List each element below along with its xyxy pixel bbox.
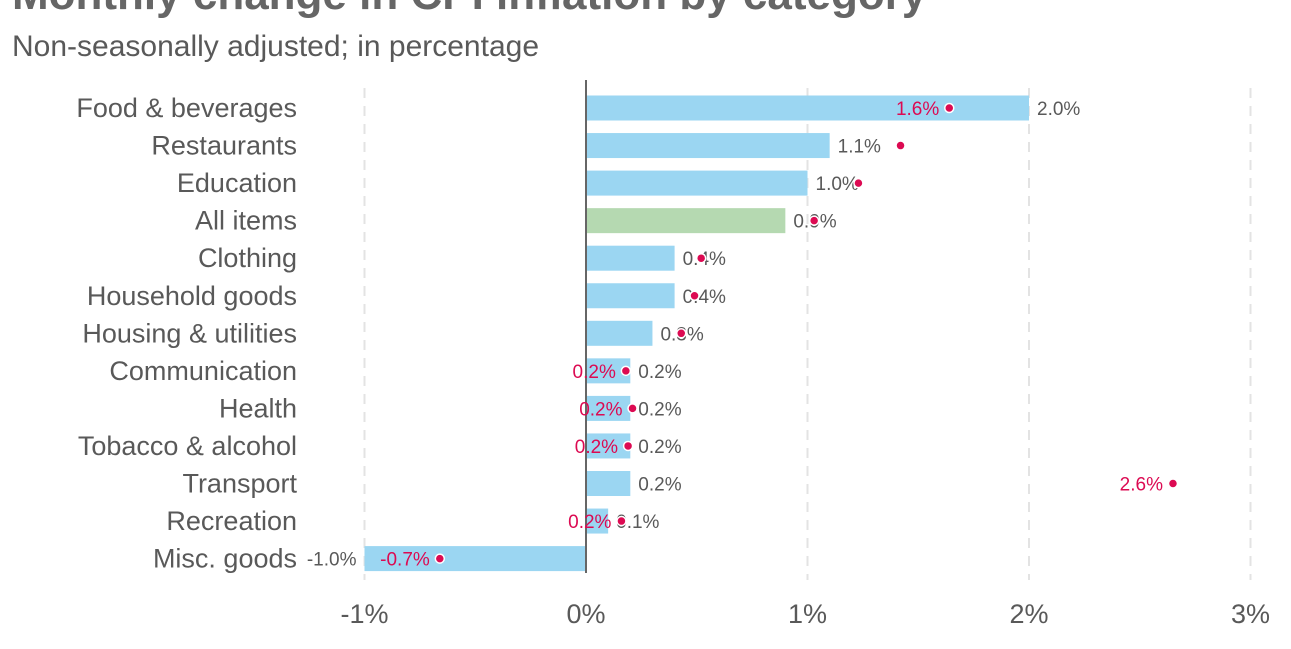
bar-clothing [586, 245, 675, 271]
value-label: 0.1% [616, 512, 659, 533]
point-marker [944, 102, 955, 114]
category-label: Tobacco & alcohol [78, 431, 297, 461]
point-marker [675, 328, 687, 339]
chart-subtitle: Non-seasonally adjusted; in percentage [12, 30, 540, 63]
points: 1.6% 0.2% 0.2% 0.2% 2.6% 0.2% -0.7% [380, 99, 1179, 571]
category-label: Household goods [87, 281, 297, 311]
value-label: 0.2% [638, 437, 681, 458]
bar-education [586, 170, 808, 196]
x-tick-label: 0% [566, 599, 605, 629]
chart-title: Monthly change in CPI inflation by categ… [12, 0, 926, 20]
point-label: 0.2% [568, 512, 611, 533]
category-label: Food & beverages [76, 93, 297, 123]
category-label: All items [195, 206, 297, 236]
bar-recreation [586, 508, 609, 534]
category-label: Clothing [198, 243, 297, 273]
category-label: Housing & utilities [82, 318, 297, 348]
point-marker [808, 215, 820, 226]
bar-misc-goods [364, 546, 586, 572]
point-label: 1.6% [896, 99, 939, 120]
point-marker [434, 553, 446, 564]
point-marker [620, 365, 632, 377]
bar-transport [586, 471, 631, 496]
category-label: Education [177, 168, 297, 198]
point-marker [853, 177, 864, 189]
x-tick-label: 3% [1231, 599, 1270, 629]
category-label: Restaurants [151, 131, 297, 161]
bar-housing-and-utilities [586, 320, 653, 346]
bars [364, 95, 1029, 572]
value-label: 0.4% [683, 287, 726, 308]
bar-restaurants [586, 133, 830, 159]
category-label: Transport [182, 469, 297, 499]
point-marker [895, 140, 906, 151]
value-labels: 2.0%1.1%1.0%0.9%0.4%0.4%0.3%0.2%0.2%0.2%… [307, 99, 1081, 571]
point-label: 0.2% [579, 399, 622, 420]
point-marker [622, 440, 634, 452]
point-marker [695, 252, 707, 264]
category-labels: Food & beverages Restaurants Education All … [76, 93, 297, 574]
bar-food-and-beverages [586, 95, 1029, 121]
point-marker [616, 515, 627, 527]
point-marker [689, 290, 700, 301]
value-label: 2.0% [1037, 99, 1080, 120]
point-label: 0.2% [573, 362, 616, 383]
x-tick-labels: -1% 0% 1% 2% 3% [340, 599, 1270, 629]
point-label: 0.2% [575, 437, 618, 458]
category-label: Communication [109, 356, 297, 386]
point-marker [627, 403, 638, 414]
value-label: 1.0% [816, 174, 859, 195]
bar-household-goods [586, 283, 675, 309]
x-tick-label: 2% [1009, 599, 1048, 629]
value-label: -1.0% [307, 550, 357, 571]
grid-lines [363, 88, 1252, 580]
value-label: 0.2% [638, 399, 681, 420]
category-label: Misc. goods [153, 544, 297, 574]
value-label: 0.2% [638, 362, 681, 383]
x-tick-label: -1% [340, 599, 388, 629]
value-label: 0.2% [638, 475, 681, 496]
category-label: Recreation [166, 506, 297, 536]
x-tick-label: 1% [788, 599, 827, 629]
point-label: -0.7% [380, 550, 430, 571]
bar-health [586, 395, 631, 421]
value-label: 1.1% [838, 137, 881, 158]
category-label: Health [219, 393, 297, 423]
bar-all-items [586, 208, 786, 234]
point-label: 2.6% [1120, 475, 1163, 496]
point-marker [1167, 478, 1179, 489]
